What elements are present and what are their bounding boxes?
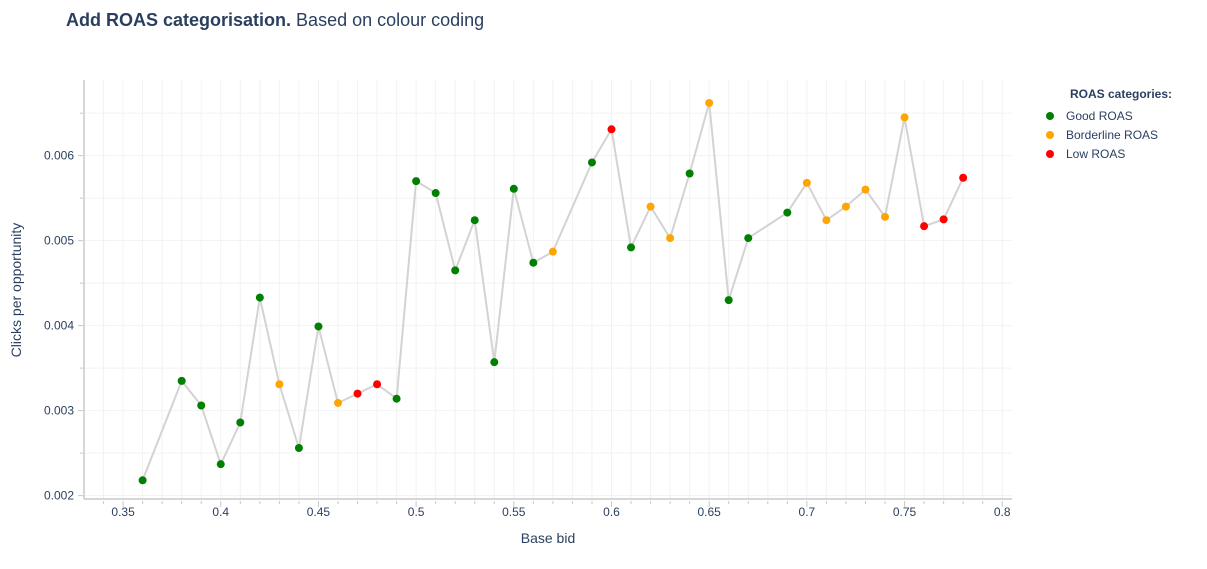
data-point xyxy=(724,296,733,305)
data-point xyxy=(294,444,303,453)
series-line xyxy=(141,102,965,481)
borderline-roas-marker-icon xyxy=(1046,130,1054,139)
data-point xyxy=(197,401,206,410)
y-tick-label: 0.002 xyxy=(44,489,74,503)
data-point xyxy=(548,247,557,256)
data-point xyxy=(451,266,460,275)
data-point xyxy=(314,322,323,331)
x-tick-label: 0.6 xyxy=(603,505,620,519)
data-point xyxy=(646,202,655,211)
data-point xyxy=(412,177,421,186)
data-point xyxy=(900,113,909,122)
legend-label-low: Low ROAS xyxy=(1066,146,1126,161)
x-tick-label: 0.55 xyxy=(502,505,526,519)
x-tick-label: 0.4 xyxy=(212,505,229,519)
data-point xyxy=(255,293,264,302)
chart-title-bold: Add ROAS categorisation. xyxy=(66,10,292,30)
data-point xyxy=(333,398,342,407)
data-point xyxy=(861,185,870,194)
data-point xyxy=(783,208,792,217)
legend-title: ROAS categories: xyxy=(1070,87,1173,101)
data-point xyxy=(470,216,479,225)
data-point xyxy=(627,243,636,252)
low-roas-marker-icon xyxy=(1046,149,1054,158)
data-point xyxy=(177,376,186,385)
data-point xyxy=(275,380,284,389)
grid-lines xyxy=(84,80,1012,499)
data-series xyxy=(138,98,968,485)
x-tick-label: 0.45 xyxy=(307,505,331,519)
data-point xyxy=(138,476,147,485)
chart-title: Add ROAS categorisation. Based on colour… xyxy=(66,10,484,31)
data-point xyxy=(490,358,499,367)
data-point xyxy=(373,380,382,389)
y-axis-title: Clicks per opportunity xyxy=(8,223,24,358)
data-point xyxy=(802,178,811,187)
data-point xyxy=(236,418,245,427)
x-tick-label: 0.7 xyxy=(799,505,816,519)
axes: 0.35 0.4 0.45 0.5 0.55 0.6 0.65 0.7 0.75 0.8 0.002… xyxy=(44,80,1012,519)
data-point xyxy=(509,184,518,193)
legend-label-borderline: Borderline ROAS xyxy=(1066,127,1159,142)
y-tick-label: 0.006 xyxy=(44,149,74,163)
good-roas-marker-icon xyxy=(1046,111,1054,120)
x-axis-title: Base bid xyxy=(521,530,575,546)
x-tick-label: 0.65 xyxy=(697,505,721,519)
x-tick-label: 0.8 xyxy=(994,505,1011,519)
data-point xyxy=(685,169,694,178)
data-point xyxy=(705,98,714,107)
legend-item-good[interactable]: Good ROAS xyxy=(1042,106,1172,125)
data-point xyxy=(841,202,850,211)
data-point xyxy=(587,158,596,167)
x-tick-label: 0.5 xyxy=(408,505,425,519)
data-point xyxy=(939,215,948,224)
y-tick-label: 0.003 xyxy=(44,404,74,418)
chart-title-rest: Based on colour coding xyxy=(296,10,485,30)
legend-item-low[interactable]: Low ROAS xyxy=(1042,144,1172,163)
data-point xyxy=(392,394,401,403)
y-tick-label: 0.005 xyxy=(44,234,74,248)
x-tick-label: 0.35 xyxy=(111,505,135,519)
data-point xyxy=(920,222,929,231)
x-tick-label: 0.75 xyxy=(893,505,917,519)
data-point xyxy=(431,189,440,198)
data-point xyxy=(666,234,675,243)
data-point xyxy=(959,173,968,182)
data-point xyxy=(744,234,753,243)
data-point xyxy=(607,125,616,134)
legend-label-good: Good ROAS xyxy=(1066,108,1133,123)
legend-item-borderline[interactable]: Borderline ROAS xyxy=(1042,125,1172,144)
data-point xyxy=(216,460,225,469)
legend: ROAS categories: Good ROAS Borderline RO… xyxy=(1042,86,1172,163)
data-point xyxy=(529,258,538,267)
data-point xyxy=(822,216,831,225)
data-point xyxy=(881,212,890,221)
data-point xyxy=(353,389,362,398)
y-tick-label: 0.004 xyxy=(44,319,74,333)
